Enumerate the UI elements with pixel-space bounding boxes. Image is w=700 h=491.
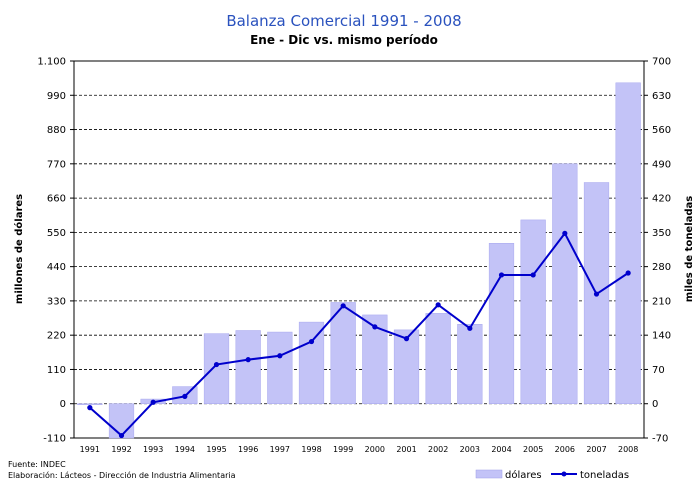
legend-bar-label: dólares bbox=[505, 469, 542, 481]
x-tick-label-1993: 1993 bbox=[143, 445, 163, 454]
line-toneladas bbox=[89, 231, 629, 437]
legend: dólares toneladas bbox=[475, 469, 629, 481]
point-1992 bbox=[118, 432, 125, 439]
point-1993 bbox=[150, 399, 156, 405]
x-tick-label-2002: 2002 bbox=[428, 445, 448, 454]
y-right-axis-label: miles de toneladas bbox=[684, 196, 695, 303]
bar-1999 bbox=[330, 302, 356, 404]
point-2004 bbox=[498, 272, 505, 278]
point-2001 bbox=[403, 336, 410, 342]
chart-title: Balanza Comercial 1991 - 2008 bbox=[226, 12, 461, 30]
point-2002 bbox=[435, 302, 441, 308]
bar-series bbox=[77, 82, 641, 439]
legend-bar-swatch bbox=[475, 469, 503, 479]
x-tick-label-1992: 1992 bbox=[111, 445, 131, 454]
point-2008 bbox=[625, 270, 631, 276]
x-tick-label-2008: 2008 bbox=[618, 445, 638, 454]
left-tick-label: 1.100 bbox=[37, 57, 66, 68]
left-tick-label: 440 bbox=[47, 262, 66, 273]
x-tick-label-1997: 1997 bbox=[270, 445, 290, 454]
bar-1997 bbox=[267, 331, 293, 404]
point-1998 bbox=[308, 338, 315, 345]
right-tick-label: 0 bbox=[652, 399, 658, 410]
left-tick-label: -110 bbox=[43, 434, 66, 445]
left-tick-label: 330 bbox=[47, 296, 66, 307]
x-tick-label-1999: 1999 bbox=[333, 445, 353, 454]
right-axis-ticks: -70 0 70 140 210 280 350 420 490 560 630 700 bbox=[644, 57, 671, 445]
footer-elaboration: Elaboración: Lácteos - Dirección de Indu… bbox=[8, 470, 236, 480]
right-tick-label: 350 bbox=[652, 228, 671, 239]
bar-2005 bbox=[520, 219, 546, 404]
bar-1995 bbox=[203, 333, 230, 404]
left-tick-label: 110 bbox=[47, 365, 66, 376]
left-tick-label: 0 bbox=[60, 399, 66, 410]
right-tick-label: 140 bbox=[652, 331, 671, 342]
x-tick-label-1991: 1991 bbox=[80, 445, 100, 454]
point-2003 bbox=[467, 325, 473, 331]
bar-1991 bbox=[77, 403, 103, 405]
right-tick-label: 70 bbox=[652, 365, 665, 376]
footer-source: Fuente: INDEC bbox=[8, 460, 66, 469]
right-tick-label: 560 bbox=[652, 125, 671, 136]
bar-2004 bbox=[488, 243, 515, 404]
bar-2001 bbox=[393, 329, 420, 404]
left-tick-label: 660 bbox=[47, 194, 66, 205]
right-tick-label: 700 bbox=[652, 57, 671, 68]
right-tick-label: 210 bbox=[652, 296, 671, 307]
left-tick-label: 220 bbox=[47, 331, 66, 342]
x-axis-ticks: 1991 1992 1993 1994 1995 1996 1997 1998 1999 2000… bbox=[80, 445, 639, 454]
legend-line-label: toneladas bbox=[580, 470, 629, 481]
bar-2002 bbox=[425, 313, 451, 404]
point-1995 bbox=[213, 361, 220, 368]
right-tick-label: 280 bbox=[652, 262, 671, 273]
point-1999 bbox=[340, 303, 346, 309]
x-tick-label-1994: 1994 bbox=[175, 445, 195, 454]
left-axis-ticks: -110 0 110 220 330 440 550 660 770 880 990 1.100 bbox=[37, 57, 74, 445]
x-tick-label-1995: 1995 bbox=[206, 445, 226, 454]
bar-2003 bbox=[457, 324, 483, 404]
line-series bbox=[87, 230, 631, 439]
x-tick-label-2001: 2001 bbox=[396, 445, 416, 454]
point-1994 bbox=[182, 393, 188, 399]
point-2007 bbox=[593, 291, 600, 297]
bar-1992 bbox=[108, 403, 135, 439]
right-tick-label: 490 bbox=[652, 159, 671, 170]
right-tick-label: 420 bbox=[652, 194, 671, 205]
point-1997 bbox=[277, 353, 283, 359]
bar-2008 bbox=[615, 82, 641, 404]
x-tick-label-2006: 2006 bbox=[555, 445, 575, 454]
left-tick-label: 990 bbox=[47, 91, 66, 102]
x-tick-label-2003: 2003 bbox=[460, 445, 480, 454]
plot-frame bbox=[73, 60, 645, 439]
x-tick-label-2007: 2007 bbox=[586, 445, 606, 454]
x-tick-label-2000: 2000 bbox=[365, 445, 385, 454]
left-tick-label: 880 bbox=[47, 125, 66, 136]
x-tick-label-2004: 2004 bbox=[491, 445, 511, 454]
y-left-axis-label: millones de dólares bbox=[13, 194, 25, 304]
point-2006 bbox=[562, 230, 568, 236]
point-1996 bbox=[245, 357, 251, 363]
bar-1996 bbox=[235, 330, 261, 404]
x-tick-label-1996: 1996 bbox=[238, 445, 258, 454]
point-1991 bbox=[87, 405, 93, 411]
right-tick-label: -70 bbox=[652, 434, 668, 445]
x-tick-label-1998: 1998 bbox=[301, 445, 321, 454]
legend-line-marker bbox=[561, 471, 567, 477]
bar-2006 bbox=[552, 163, 578, 404]
right-tick-label: 630 bbox=[652, 91, 671, 102]
grid-lines bbox=[74, 94, 644, 405]
left-tick-label: 770 bbox=[47, 159, 66, 170]
point-2005 bbox=[530, 272, 536, 278]
chart-subtitle: Ene - Dic vs. mismo período bbox=[250, 33, 438, 47]
bar-1998 bbox=[298, 321, 325, 404]
point-2000 bbox=[372, 324, 378, 330]
left-tick-label: 550 bbox=[47, 228, 66, 239]
x-tick-label-2005: 2005 bbox=[523, 445, 543, 454]
